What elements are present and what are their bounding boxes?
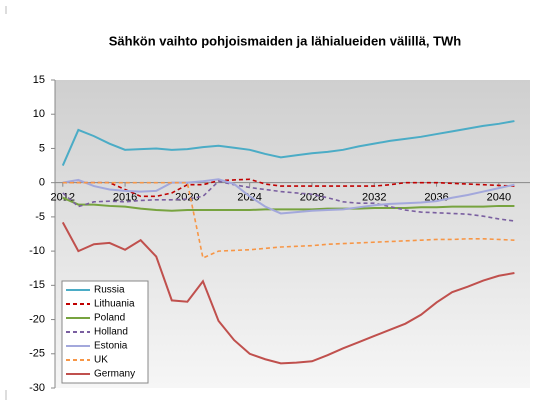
series-line bbox=[62, 178, 515, 215]
y-tick-label: -15 bbox=[29, 279, 45, 291]
y-tick-label: 0 bbox=[39, 177, 45, 189]
series-line bbox=[62, 180, 515, 222]
series-line bbox=[62, 196, 515, 212]
x-tick-label: 2020 bbox=[175, 192, 199, 204]
legend-label: Holland bbox=[94, 327, 128, 338]
y-tick-label: 5 bbox=[39, 142, 45, 154]
series-line bbox=[62, 178, 515, 198]
y-tick-label: 15 bbox=[33, 74, 45, 86]
y-tick-label: 10 bbox=[33, 108, 45, 120]
chart-title: Sähkön vaihto pohjoismaiden ja lähialuei… bbox=[109, 33, 462, 48]
legend-label: UK bbox=[94, 355, 108, 366]
x-tick-label: 2032 bbox=[362, 192, 386, 204]
y-tick-label: -5 bbox=[35, 211, 45, 223]
legend-label: Russia bbox=[94, 285, 125, 296]
series-line bbox=[62, 181, 515, 260]
legend-label: Lithuania bbox=[94, 299, 135, 310]
x-tick-label: 2016 bbox=[113, 192, 137, 204]
series-line bbox=[61, 221, 515, 365]
y-tick-label: -30 bbox=[29, 382, 45, 394]
y-tick-label: -25 bbox=[29, 348, 45, 360]
y-tick-label: -10 bbox=[29, 245, 45, 257]
series-line bbox=[61, 120, 515, 166]
legend-label: Germany bbox=[94, 369, 135, 380]
x-tick-label: 2040 bbox=[487, 192, 511, 204]
legend-label: Estonia bbox=[94, 341, 128, 352]
legend-label: Poland bbox=[94, 313, 125, 324]
x-tick-label: 2028 bbox=[300, 192, 324, 204]
y-tick-label: -20 bbox=[29, 313, 45, 325]
